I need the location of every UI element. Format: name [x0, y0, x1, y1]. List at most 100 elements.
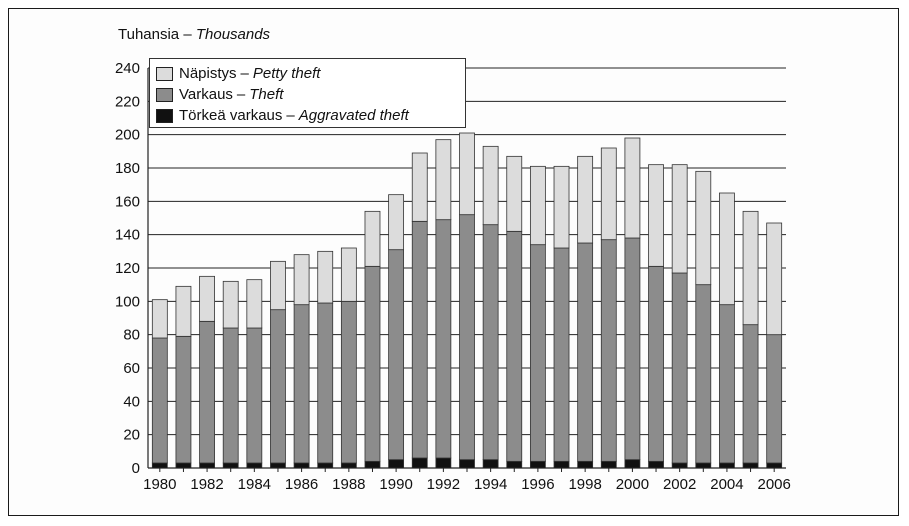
bar-theft [600, 239, 617, 462]
x-tick-label: 1988 [332, 476, 365, 493]
bar-aggravated-theft [411, 457, 428, 469]
bar-aggravated-theft [695, 462, 712, 469]
bar-petty-theft [695, 170, 712, 286]
bar-aggravated-theft [151, 462, 168, 469]
x-tick-label: 2000 [616, 476, 649, 493]
legend-sep: – [286, 107, 295, 124]
bar-aggravated-theft [222, 462, 239, 469]
legend: Näpistys – Petty theft Varkaus – Theft T… [149, 58, 466, 128]
y-tick-label: 120 [115, 260, 140, 277]
bar-aggravated-theft [175, 462, 192, 469]
y-tick-label: 80 [123, 327, 140, 344]
bar-aggravated-theft [364, 460, 381, 469]
y-tick-label: 240 [115, 60, 140, 77]
bar-petty-theft [199, 275, 215, 322]
x-tick-label: 2006 [757, 476, 790, 493]
bar-aggravated-theft [482, 459, 499, 469]
y-tick-label: 220 [115, 93, 140, 110]
y-tick-label: 0 [132, 460, 140, 477]
bar-petty-theft [482, 145, 499, 226]
bar-aggravated-theft [246, 462, 263, 469]
bar-aggravated-theft [529, 460, 546, 469]
bar-petty-theft [671, 164, 688, 274]
bar-petty-theft [388, 194, 405, 251]
bar-petty-theft [766, 222, 783, 336]
bar-theft [553, 247, 570, 462]
bar-theft [506, 230, 523, 462]
legend-sep: – [236, 86, 246, 103]
legend-item-petty-theft: Näpistys – Petty theft [156, 63, 459, 84]
bar-aggravated-theft [624, 459, 641, 469]
bar-theft [766, 334, 783, 464]
bar-aggravated-theft [388, 459, 405, 469]
bar-theft [411, 220, 428, 459]
bar-aggravated-theft [766, 462, 783, 469]
legend-label-en: Aggravated theft [298, 107, 409, 124]
y-tick-label: 160 [115, 193, 140, 210]
y-tick-label: 40 [123, 393, 140, 410]
bar-theft [695, 284, 712, 464]
legend-label-en: Theft [249, 86, 284, 103]
x-tick-label: 1998 [568, 476, 601, 493]
legend-label-fi: Näpistys [179, 65, 237, 82]
bar-petty-theft [246, 279, 263, 329]
bar-aggravated-theft [506, 460, 523, 469]
bar-petty-theft [648, 164, 664, 267]
bar-petty-theft [600, 147, 617, 241]
x-tick-label: 1986 [285, 476, 318, 493]
bar-aggravated-theft [340, 462, 357, 469]
bar-theft [270, 309, 286, 464]
legend-label-en: Petty theft [252, 65, 321, 82]
bar-theft [719, 304, 735, 464]
axes: 0 20 40 60 80 100 120 140 160 180 200 220 240 1980 198… [115, 60, 791, 493]
bar-petty-theft [270, 260, 286, 311]
bar-aggravated-theft [199, 462, 215, 469]
bar-aggravated-theft [719, 462, 735, 469]
bar-theft [293, 304, 310, 464]
bar-theft [340, 300, 357, 464]
x-tick-label: 2002 [663, 476, 696, 493]
bar-petty-theft [529, 165, 546, 246]
x-tick-label: 1994 [474, 476, 507, 493]
bar-petty-theft [151, 299, 168, 339]
y-unit-en: Thousands [195, 26, 271, 43]
bar-theft [671, 272, 688, 464]
bar-theft [624, 237, 641, 461]
bar-aggravated-theft [577, 460, 594, 469]
y-tick-label: 140 [115, 227, 140, 244]
legend-label-fi: Törkeä varkaus [179, 107, 283, 124]
y-tick-label: 20 [123, 427, 140, 444]
y-tick-label: 180 [115, 160, 140, 177]
y-unit-fi: Tuhansia [118, 26, 180, 43]
bar-theft [151, 337, 168, 464]
x-tick-label: 2004 [710, 476, 743, 493]
y-tick-label: 100 [115, 293, 140, 310]
bar-aggravated-theft [553, 460, 570, 469]
bar-theft [364, 265, 381, 462]
bar-petty-theft [411, 152, 428, 222]
bar-petty-theft [459, 132, 475, 216]
legend-swatch-petty-theft [156, 66, 173, 81]
y-unit-label: Tuhansia – Thousands [118, 26, 270, 43]
bars [151, 132, 783, 469]
legend-item-aggravated-theft: Törkeä varkaus – Aggravated theft [156, 105, 459, 126]
bar-petty-theft [719, 192, 735, 306]
bar-theft [742, 324, 759, 464]
bar-petty-theft [222, 280, 239, 329]
bar-theft [175, 335, 192, 464]
bar-theft [459, 214, 475, 461]
x-tick-label: 1996 [521, 476, 554, 493]
bar-theft [648, 265, 664, 462]
bar-theft [482, 224, 499, 461]
bar-petty-theft [364, 210, 381, 267]
legend-sep: – [240, 65, 249, 82]
y-unit-sep: – [183, 26, 192, 43]
bar-petty-theft [577, 155, 594, 244]
bar-petty-theft [742, 210, 759, 326]
bar-petty-theft [293, 254, 310, 306]
bar-aggravated-theft [671, 462, 688, 469]
bar-petty-theft [553, 165, 570, 249]
x-tick-label: 1980 [143, 476, 176, 493]
bar-aggravated-theft [317, 462, 334, 469]
